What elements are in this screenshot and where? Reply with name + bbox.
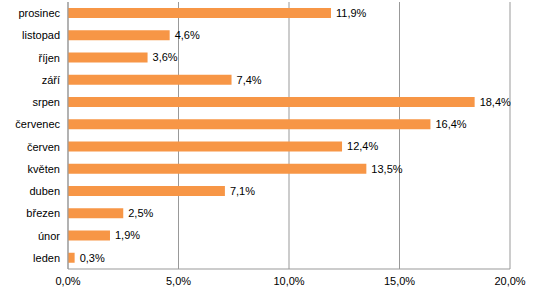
- svg-text:16,4%: 16,4%: [435, 118, 466, 130]
- svg-text:červen: červen: [27, 141, 60, 153]
- svg-text:4,6%: 4,6%: [175, 29, 200, 41]
- svg-text:0,3%: 0,3%: [80, 252, 105, 264]
- svg-text:květen: květen: [28, 163, 60, 175]
- svg-text:listopad: listopad: [22, 29, 60, 41]
- svg-text:5,0%: 5,0%: [166, 275, 191, 287]
- svg-text:12,4%: 12,4%: [347, 140, 378, 152]
- svg-text:7,1%: 7,1%: [230, 185, 255, 197]
- svg-text:1,9%: 1,9%: [115, 229, 140, 241]
- svg-text:15,0%: 15,0%: [384, 275, 415, 287]
- svg-text:10,0%: 10,0%: [273, 275, 304, 287]
- svg-text:11,9%: 11,9%: [336, 7, 367, 19]
- svg-text:prosinec: prosinec: [18, 7, 60, 19]
- svg-text:červenec: červenec: [15, 118, 60, 130]
- svg-text:říjen: říjen: [39, 52, 60, 64]
- svg-text:2,5%: 2,5%: [128, 207, 153, 219]
- svg-text:18,4%: 18,4%: [480, 96, 511, 108]
- svg-text:duben: duben: [29, 185, 60, 197]
- svg-text:leden: leden: [33, 252, 60, 264]
- svg-text:20,0%: 20,0%: [494, 275, 525, 287]
- svg-text:7,4%: 7,4%: [237, 74, 262, 86]
- svg-text:únor: únor: [38, 230, 60, 242]
- svg-text:srpen: srpen: [32, 96, 60, 108]
- svg-text:září: září: [42, 74, 60, 86]
- svg-text:3,6%: 3,6%: [153, 51, 178, 63]
- svg-text:březen: březen: [26, 207, 60, 219]
- svg-text:0,0%: 0,0%: [55, 275, 80, 287]
- svg-text:13,5%: 13,5%: [371, 163, 402, 175]
